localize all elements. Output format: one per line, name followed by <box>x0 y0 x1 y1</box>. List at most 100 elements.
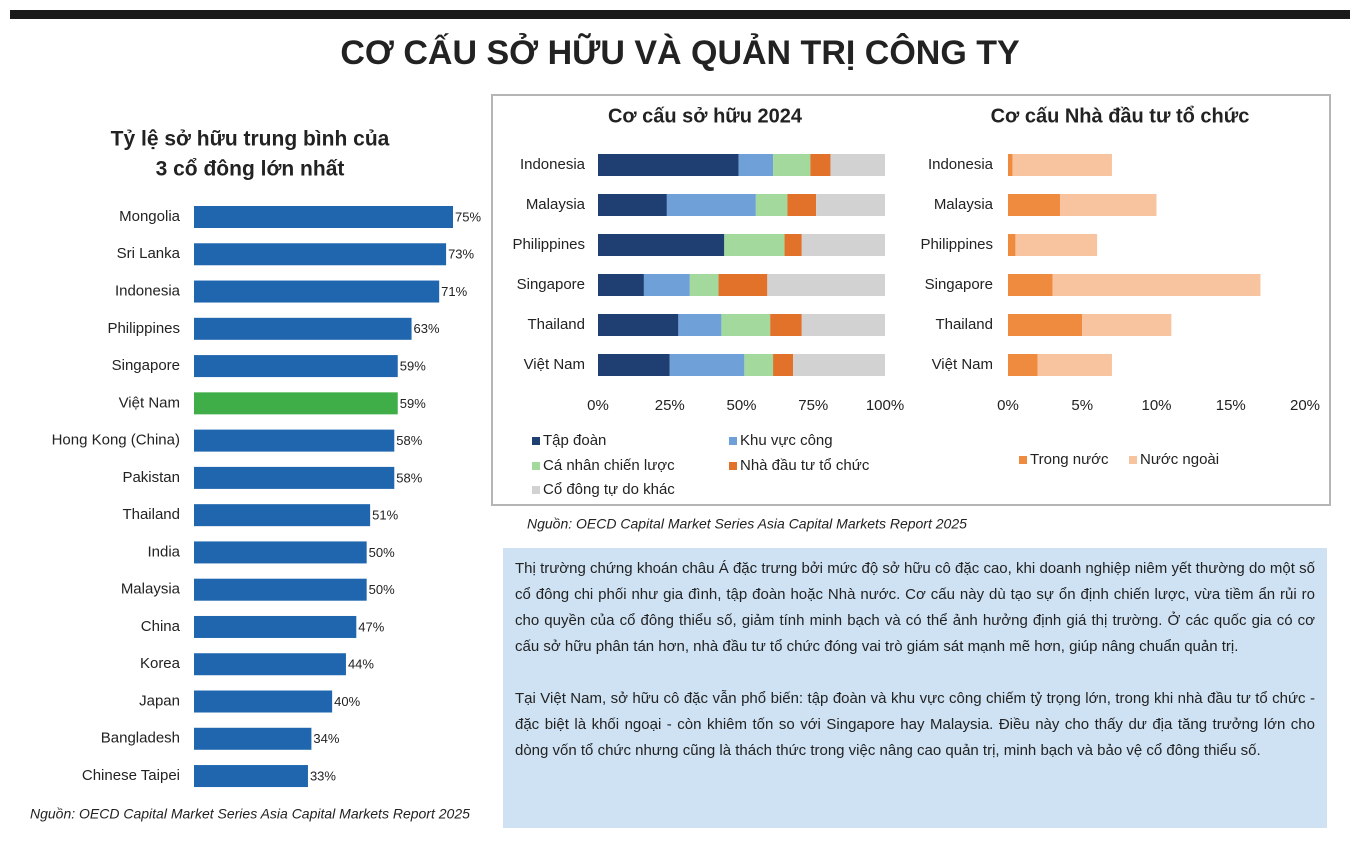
bar <box>194 392 398 415</box>
bar-segment <box>1008 194 1060 216</box>
legend-label: Nhà đầu tư tổ chức <box>740 457 870 474</box>
legend-swatch <box>532 486 540 494</box>
legend-swatch <box>1019 456 1027 464</box>
x-tick-label: 10% <box>1141 397 1171 414</box>
value-label: 44% <box>348 657 374 672</box>
category-label: Indonesia <box>115 283 181 300</box>
source: Nguồn: OECD Capital Market Series Asia C… <box>527 516 967 532</box>
value-label: 50% <box>369 582 395 597</box>
bar-segment <box>744 354 774 376</box>
x-tick-label: 0% <box>997 397 1019 414</box>
bar-segment <box>1082 314 1172 336</box>
paragraph: Tại Việt Nam, sở hữu cô đặc vẫn phổ biến… <box>515 690 1315 759</box>
category-label: Singapore <box>517 276 585 293</box>
bar <box>194 317 412 340</box>
bar-segment <box>770 314 802 336</box>
value-label: 58% <box>396 470 422 485</box>
legend-label: Nước ngoài <box>1140 451 1219 468</box>
legend-swatch <box>729 437 737 445</box>
x-tick-label: 0% <box>587 397 609 414</box>
value-label: 47% <box>358 619 384 634</box>
category-label: Việt Nam <box>932 356 993 373</box>
bar-segment <box>721 314 771 336</box>
bar-segment <box>787 194 817 216</box>
category-label: Mongolia <box>119 208 181 225</box>
category-label: Philippines <box>107 320 180 337</box>
value-label: 59% <box>400 359 426 374</box>
x-tick-label: 20% <box>1290 397 1320 414</box>
bar-segment <box>689 274 719 296</box>
bar-segment <box>598 274 644 296</box>
bar-segment <box>738 154 774 176</box>
legend-swatch <box>532 462 540 470</box>
bar <box>194 653 346 676</box>
bar-segment <box>669 354 745 376</box>
bar <box>194 504 371 527</box>
bar-segment <box>598 194 667 216</box>
bar <box>194 355 398 378</box>
value-label: 59% <box>400 396 426 411</box>
legend-swatch <box>532 437 540 445</box>
category-label: Indonesia <box>928 156 994 173</box>
bar-segment <box>598 354 670 376</box>
category-label: Thailand <box>935 316 993 333</box>
bar-segment <box>1015 234 1098 256</box>
bar-segment <box>1008 154 1013 176</box>
legend-label: Cá nhân chiến lược <box>543 457 675 474</box>
category-label: Japan <box>139 692 180 709</box>
bar <box>194 690 333 713</box>
paragraph: Thị trường chứng khoán châu Á đặc trưng … <box>515 560 1315 655</box>
bar-segment <box>1052 274 1261 296</box>
legend-swatch <box>729 462 737 470</box>
category-label: Chinese Taipei <box>82 767 180 784</box>
bar <box>194 429 395 452</box>
legend-label: Trong nước <box>1030 451 1109 468</box>
x-tick-label: 100% <box>866 397 904 414</box>
chart-title: Cơ cấu sở hữu 2024 <box>608 105 803 127</box>
bar-segment <box>755 194 788 216</box>
bar-segment <box>718 274 768 296</box>
category-label: Singapore <box>925 276 993 293</box>
category-label: Malaysia <box>121 581 181 598</box>
category-label: Philippines <box>920 236 993 253</box>
category-label: Philippines <box>512 236 585 253</box>
page-title: CƠ CẤU SỞ HỮU VÀ QUẢN TRỊ CÔNG TY <box>340 33 1020 72</box>
bar-segment <box>801 314 885 336</box>
bar <box>194 466 395 489</box>
bar-segment <box>724 234 785 256</box>
bar-segment <box>598 234 725 256</box>
bar-segment <box>816 194 885 216</box>
value-label: 33% <box>310 768 336 783</box>
value-label: 40% <box>334 694 360 709</box>
bar-segment <box>1037 354 1112 376</box>
value-label: 63% <box>414 321 440 336</box>
category-label: Việt Nam <box>524 356 585 373</box>
value-label: 71% <box>441 284 467 299</box>
x-tick-label: 50% <box>726 397 756 414</box>
bar-segment <box>1012 154 1112 176</box>
category-label: Việt Nam <box>119 394 180 411</box>
x-tick-label: 75% <box>798 397 828 414</box>
legend-label: Tập đoàn <box>543 432 606 449</box>
x-tick-label: 25% <box>655 397 685 414</box>
bar <box>194 727 312 750</box>
value-label: 50% <box>369 545 395 560</box>
bar-segment <box>1008 354 1038 376</box>
bar-segment <box>678 314 722 336</box>
x-tick-label: 5% <box>1071 397 1093 414</box>
bar <box>194 615 357 638</box>
bar-segment <box>784 234 802 256</box>
legend-label: Khu vực công <box>740 432 833 449</box>
bar-segment <box>666 194 756 216</box>
bar <box>194 206 453 228</box>
category-label: Malaysia <box>526 196 586 213</box>
bar-segment <box>598 154 739 176</box>
bar-segment <box>1008 314 1083 336</box>
bar-segment <box>1008 234 1016 256</box>
bar <box>194 243 447 266</box>
category-label: Korea <box>140 655 181 672</box>
category-label: Bangladesh <box>101 730 180 747</box>
category-label: Hong Kong (China) <box>52 432 180 449</box>
